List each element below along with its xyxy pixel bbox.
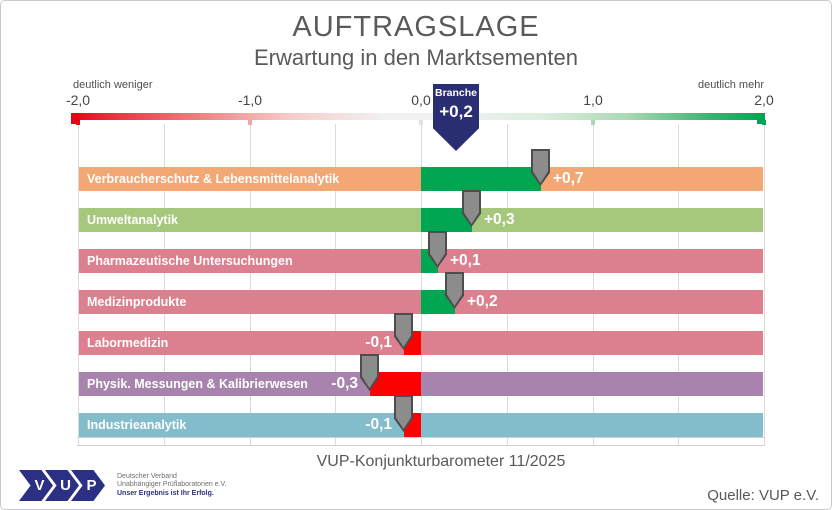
marker-arrow-icon <box>396 315 411 347</box>
vup-logo-chevrons-icon: V U P <box>19 470 105 501</box>
segment-band <box>79 413 763 437</box>
axis-tick-label: 1,0 <box>583 92 603 108</box>
logo-line-1: Deutscher Verband <box>117 472 177 480</box>
segment-label: Medizinprodukte <box>87 295 187 309</box>
scale-label-left: deutlich weniger <box>73 79 153 91</box>
chart-bottom-line <box>77 445 765 446</box>
chart-bottom-line <box>77 437 765 438</box>
value-label: +0,7 <box>553 170 584 187</box>
scale-label-right: deutlich mehr <box>697 79 764 91</box>
segment-label: Pharmazeutische Untersuchungen <box>87 254 293 268</box>
page-subtitle: Erwartung in den Marktsementen <box>253 45 579 70</box>
gridline <box>335 124 336 445</box>
gridline <box>764 124 765 445</box>
gridline <box>678 124 679 445</box>
source-text: Quelle: VUP e.V. <box>707 487 819 504</box>
branche-pennant: Branche +0,2 <box>433 84 479 151</box>
logo-line-3: Unser Ergebnis ist Ihr Erfolg. <box>117 489 214 497</box>
marker-arrow-icon <box>464 192 479 224</box>
marker-arrow-icon <box>396 397 411 429</box>
logo-letter-v: V <box>19 470 53 501</box>
marker-arrow-icon <box>533 151 548 183</box>
logo-line-2: Unabhängiger Prüflaboratorien e.V. <box>117 481 227 489</box>
gridline <box>507 124 508 445</box>
gridline <box>593 124 594 445</box>
branche-label: Branche <box>434 87 477 99</box>
value-bar <box>421 167 541 191</box>
scale-tick-mark <box>248 120 252 125</box>
gridline <box>250 124 251 445</box>
scale-gradient-bar <box>71 113 765 120</box>
marker-arrow-icon <box>430 233 445 265</box>
segment-label: Physik. Messungen & Kalibrierwesen <box>87 377 308 391</box>
value-label: -0,3 <box>331 375 358 392</box>
vup-logo: V U P Deutscher Verband Unabhängiger Prü… <box>19 470 226 501</box>
scale-tick-mark <box>591 120 595 125</box>
segment-label: Verbraucherschutz & Lebensmittelanalytik <box>87 172 340 186</box>
gridline <box>78 124 79 445</box>
page-title: AUFTRAGSLAGE <box>292 11 540 43</box>
axis-tick-label: 0,0 <box>411 92 431 108</box>
segment-label: Labormedizin <box>87 336 169 350</box>
branche-value: +0,2 <box>439 102 473 121</box>
value-label: +0,2 <box>467 293 498 310</box>
gridline <box>421 124 422 445</box>
scale-cap-right <box>757 113 765 124</box>
segment-band <box>79 372 763 396</box>
chart-caption: VUP-Konjunkturbarometer 11/2025 <box>316 453 566 470</box>
value-label: -0,1 <box>365 416 392 433</box>
scale-cap-left <box>71 113 79 124</box>
axis-tick-label: 2,0 <box>754 92 774 108</box>
axis-tick-label: -1,0 <box>237 92 263 108</box>
segment-label: Umweltanalytik <box>87 213 179 227</box>
marker-arrow-icon <box>447 274 462 306</box>
segment-label: Industrieanalytik <box>87 418 187 432</box>
value-label: -0,1 <box>365 334 392 351</box>
value-label: +0,3 <box>484 211 515 228</box>
segment-band <box>79 331 763 355</box>
axis-tick-label: -2,0 <box>65 92 91 108</box>
value-label: +0,1 <box>450 252 481 269</box>
marker-arrow-icon <box>362 356 377 388</box>
scale-tick-mark <box>419 120 423 125</box>
logo-text: Deutscher Verband Unabhängiger Prüflabor… <box>117 473 226 499</box>
gridline <box>164 124 165 445</box>
